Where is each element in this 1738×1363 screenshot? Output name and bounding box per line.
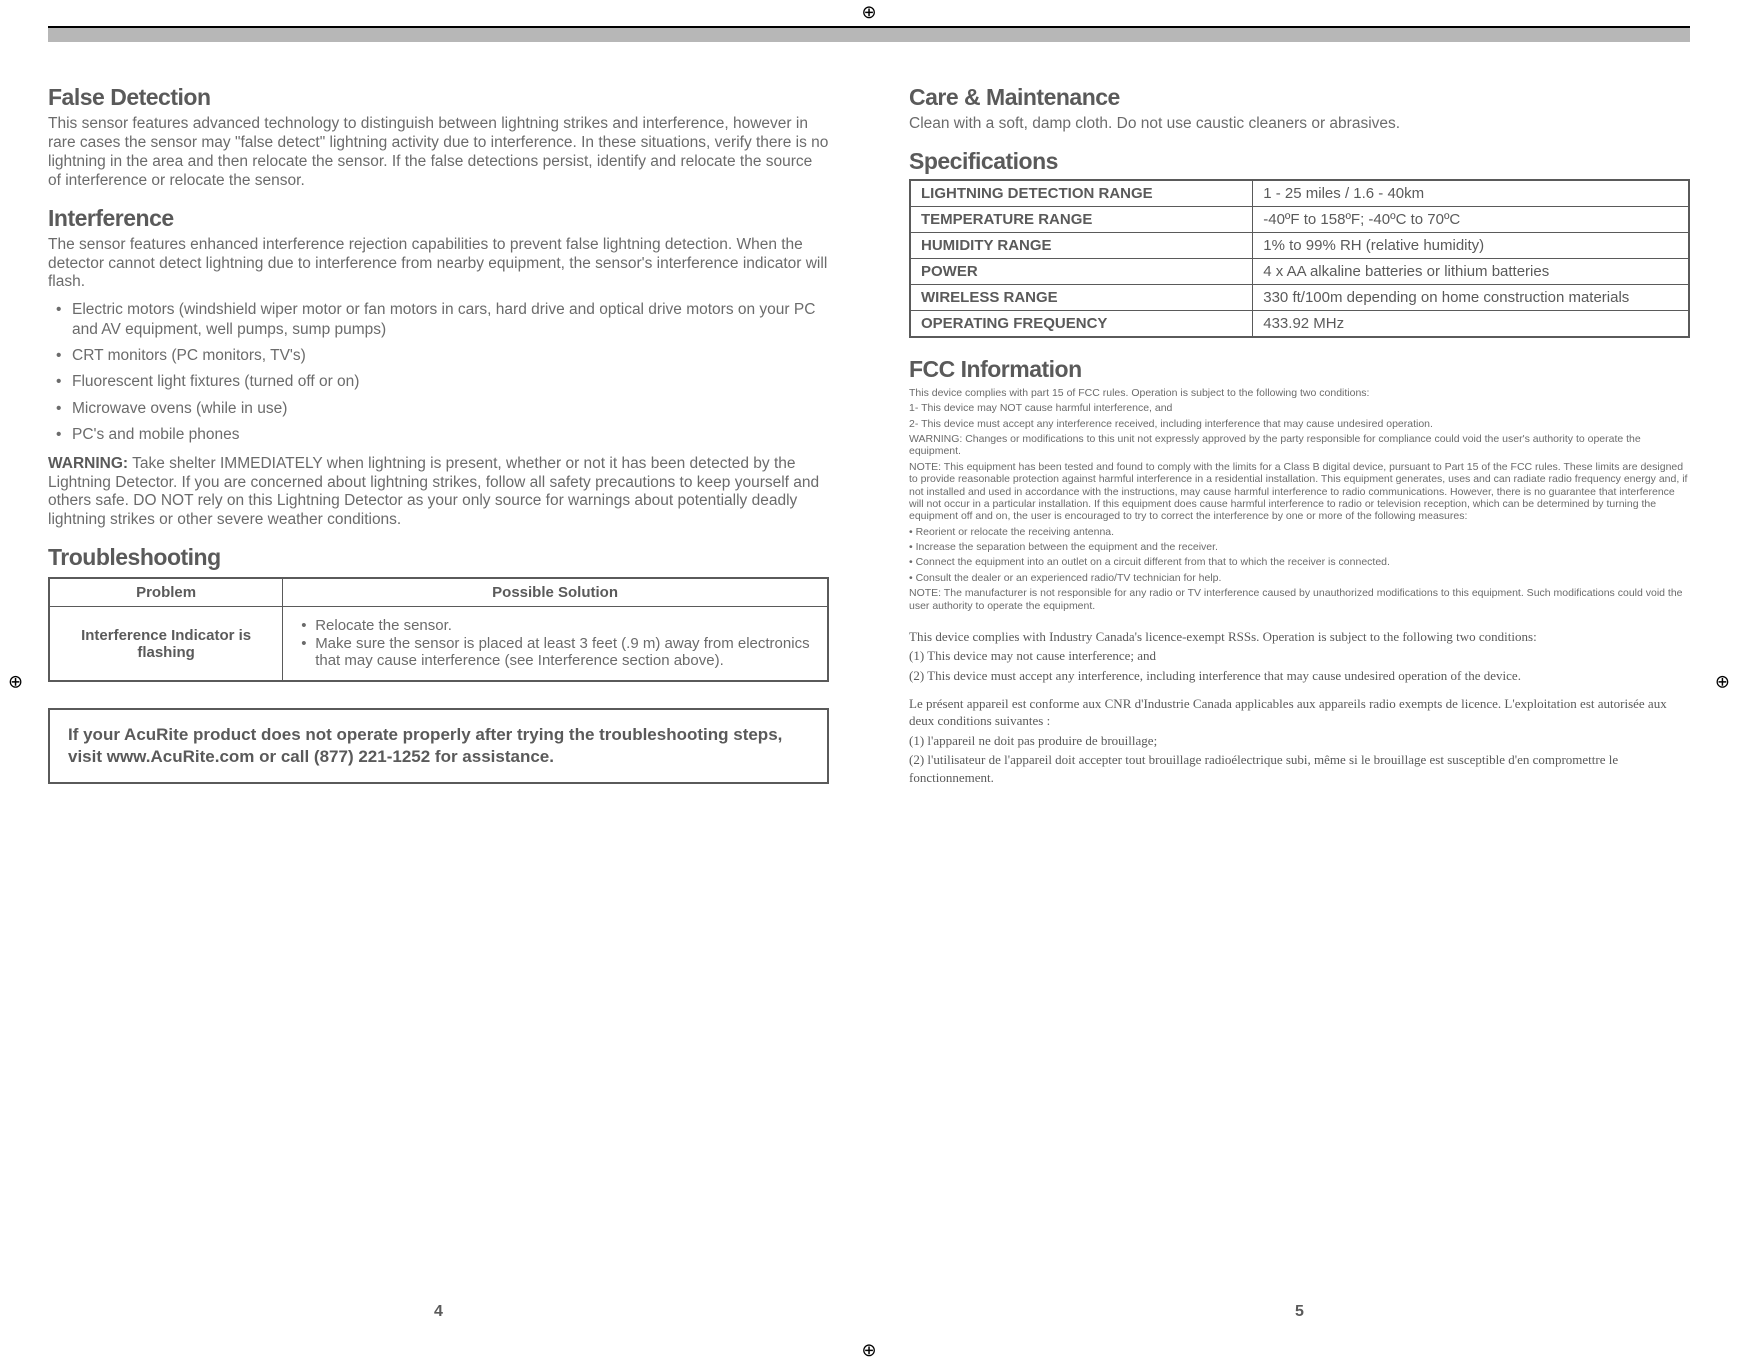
heading-troubleshooting: Troubleshooting: [48, 544, 829, 571]
spec-key: POWER: [910, 258, 1253, 284]
ic-line: (1) This device may not cause interferen…: [909, 647, 1690, 665]
solution-item: Make sure the sensor is placed at least …: [301, 635, 813, 669]
warning-text: WARNING: Take shelter IMMEDIATELY when l…: [48, 455, 829, 531]
spec-val: 4 x AA alkaline batteries or lithium bat…: [1253, 258, 1689, 284]
list-item: Electric motors (windshield wiper motor …: [62, 300, 829, 339]
spec-key: WIRELESS RANGE: [910, 284, 1253, 310]
spec-val: 1 - 25 miles / 1.6 - 40km: [1253, 180, 1689, 207]
col-solution: Possible Solution: [283, 578, 828, 607]
spec-key: HUMIDITY RANGE: [910, 232, 1253, 258]
table-row: HUMIDITY RANGE 1% to 99% RH (relative hu…: [910, 232, 1689, 258]
table-row: WIRELESS RANGE 330 ft/100m depending on …: [910, 284, 1689, 310]
para-false-detection: This sensor features advanced technology…: [48, 115, 829, 191]
warning-body: Take shelter IMMEDIATELY when lightning …: [48, 455, 819, 529]
fcc-fine-print: This device complies with part 15 of FCC…: [909, 387, 1690, 612]
fcc-line: NOTE: The manufacturer is not responsibl…: [909, 587, 1690, 612]
list-item: Microwave ovens (while in use): [62, 399, 829, 418]
industry-canada-block: This device complies with Industry Canad…: [909, 628, 1690, 786]
list-item: CRT monitors (PC monitors, TV's): [62, 346, 829, 365]
header-bar: [48, 26, 1690, 42]
fcc-line: WARNING: Changes or modifications to thi…: [909, 433, 1690, 458]
ic-line: (1) l'appareil ne doit pas produire de b…: [909, 732, 1690, 750]
ic-line: (2) l'utilisateur de l'appareil doit acc…: [909, 751, 1690, 786]
list-item: Fluorescent light fixtures (turned off o…: [62, 372, 829, 391]
heading-false-detection: False Detection: [48, 84, 829, 111]
table-row: POWER 4 x AA alkaline batteries or lithi…: [910, 258, 1689, 284]
interference-list: Electric motors (windshield wiper motor …: [48, 300, 829, 444]
spec-key: OPERATING FREQUENCY: [910, 310, 1253, 337]
warning-label: WARNING:: [48, 455, 128, 472]
ic-line: This device complies with Industry Canad…: [909, 628, 1690, 646]
solution-item: Relocate the sensor.: [301, 617, 813, 634]
registration-mark-left: ⊕: [8, 671, 23, 692]
col-problem: Problem: [49, 578, 283, 607]
heading-interference: Interference: [48, 205, 829, 232]
spec-key: LIGHTNING DETECTION RANGE: [910, 180, 1253, 207]
spec-val: -40ºF to 158ºF; -40ºC to 70ºC: [1253, 206, 1689, 232]
fcc-line: NOTE: This equipment has been tested and…: [909, 461, 1690, 523]
table-row: OPERATING FREQUENCY 433.92 MHz: [910, 310, 1689, 337]
fcc-line: 1- This device may NOT cause harmful int…: [909, 402, 1690, 414]
table-header-row: Problem Possible Solution: [49, 578, 828, 607]
fcc-line: • Increase the separation between the eq…: [909, 541, 1690, 553]
heading-specifications: Specifications: [909, 148, 1690, 175]
table-row: TEMPERATURE RANGE -40ºF to 158ºF; -40ºC …: [910, 206, 1689, 232]
ic-line: (2) This device must accept any interfer…: [909, 667, 1690, 685]
cell-solution: Relocate the sensor. Make sure the senso…: [283, 607, 828, 682]
fcc-line: 2- This device must accept any interfere…: [909, 418, 1690, 430]
page-left: False Detection This sensor features adv…: [48, 70, 829, 1313]
page-right: Care & Maintenance Clean with a soft, da…: [909, 70, 1690, 1313]
specifications-table: LIGHTNING DETECTION RANGE 1 - 25 miles /…: [909, 179, 1690, 338]
spec-val: 433.92 MHz: [1253, 310, 1689, 337]
heading-fcc: FCC Information: [909, 356, 1690, 383]
para-care: Clean with a soft, damp cloth. Do not us…: [909, 115, 1690, 134]
spec-val: 330 ft/100m depending on home constructi…: [1253, 284, 1689, 310]
fcc-line: • Connect the equipment into an outlet o…: [909, 556, 1690, 568]
heading-care: Care & Maintenance: [909, 84, 1690, 111]
spec-val: 1% to 99% RH (relative humidity): [1253, 232, 1689, 258]
para-interference-intro: The sensor features enhanced interferenc…: [48, 236, 829, 293]
troubleshooting-table: Problem Possible Solution Interference I…: [48, 577, 829, 682]
table-row: Interference Indicator is flashing Reloc…: [49, 607, 828, 682]
support-callout: If your AcuRite product does not operate…: [48, 708, 829, 784]
fcc-line: • Consult the dealer or an experienced r…: [909, 572, 1690, 584]
registration-mark-right: ⊕: [1715, 671, 1730, 692]
cell-problem: Interference Indicator is flashing: [49, 607, 283, 682]
page-number-right: 5: [1295, 1303, 1304, 1321]
list-item: PC's and mobile phones: [62, 425, 829, 444]
ic-line: Le présent appareil est conforme aux CNR…: [909, 695, 1690, 730]
spec-key: TEMPERATURE RANGE: [910, 206, 1253, 232]
table-row: LIGHTNING DETECTION RANGE 1 - 25 miles /…: [910, 180, 1689, 207]
fcc-line: This device complies with part 15 of FCC…: [909, 387, 1690, 399]
page-number-left: 4: [434, 1303, 443, 1321]
fcc-line: • Reorient or relocate the receiving ant…: [909, 526, 1690, 538]
